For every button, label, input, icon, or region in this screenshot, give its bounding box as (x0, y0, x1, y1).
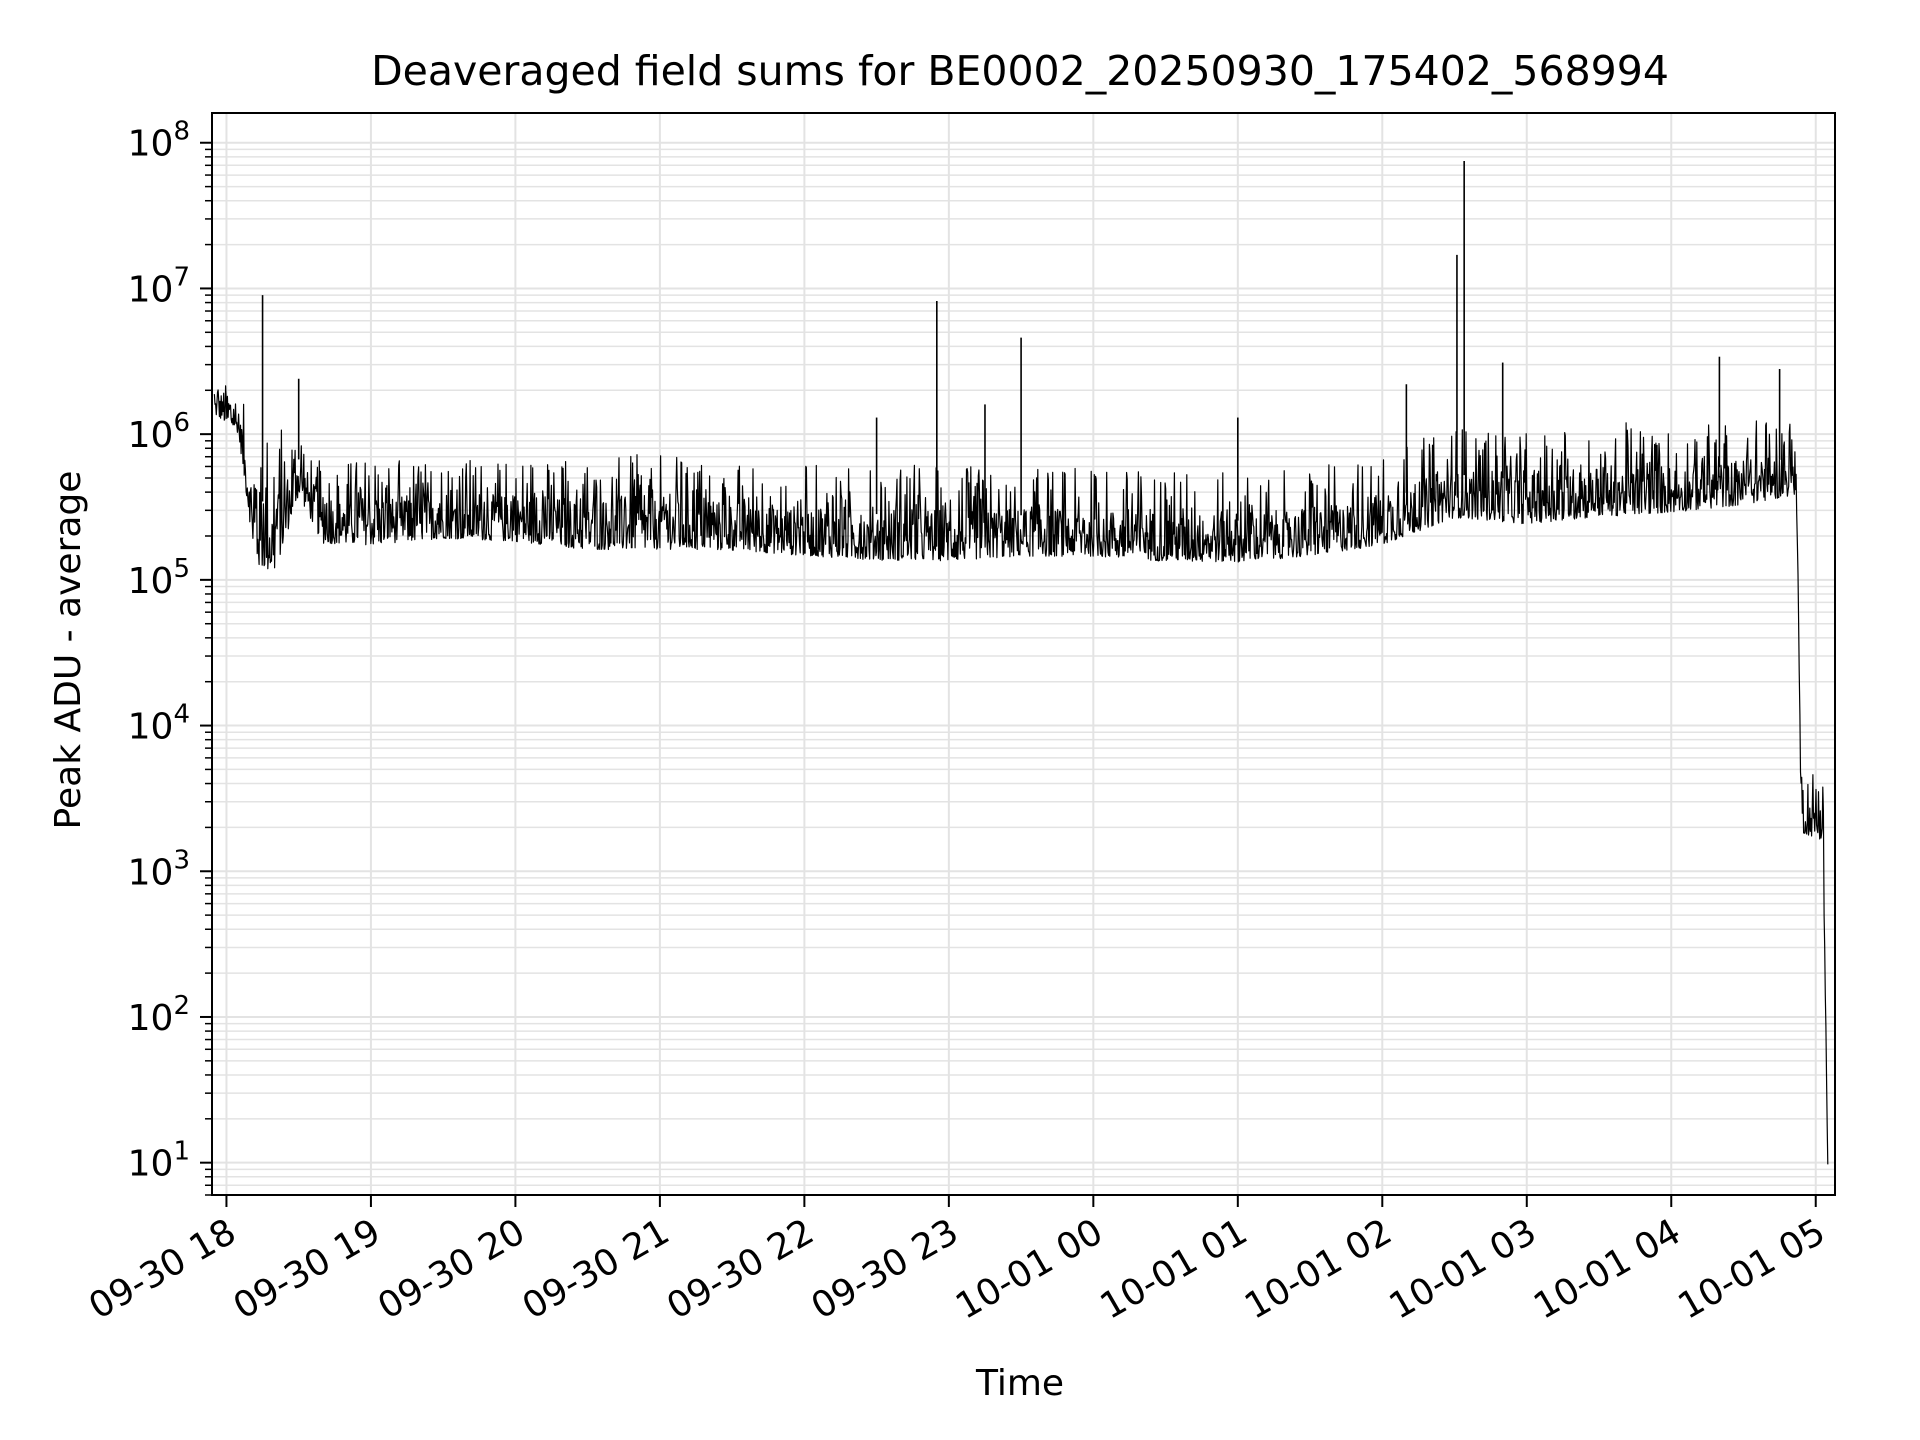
y-axis-ticks: 101 102 103 104 105 106 107 108 (128, 117, 212, 1196)
y-tick-label: 108 (128, 117, 190, 165)
plot-frame (211, 112, 1836, 1196)
grid (212, 113, 1835, 1196)
y-tick-label: 107 (128, 262, 190, 310)
y-axis-label: Peak ADU - average (48, 471, 89, 830)
y-tick-label: 105 (128, 554, 190, 602)
x-axis-label: Time (975, 1363, 1064, 1404)
y-tick-label: 104 (128, 700, 190, 748)
y-tick-label: 106 (128, 408, 190, 456)
y-tick-label: 101 (128, 1137, 190, 1185)
series-line (213, 385, 1829, 1165)
y-tick-label: 102 (128, 991, 190, 1039)
y-tick-label: 103 (128, 845, 190, 893)
chart-title: Deaveraged field sums for BE0002_2025093… (371, 47, 1669, 95)
data-layer (213, 160, 1829, 1165)
